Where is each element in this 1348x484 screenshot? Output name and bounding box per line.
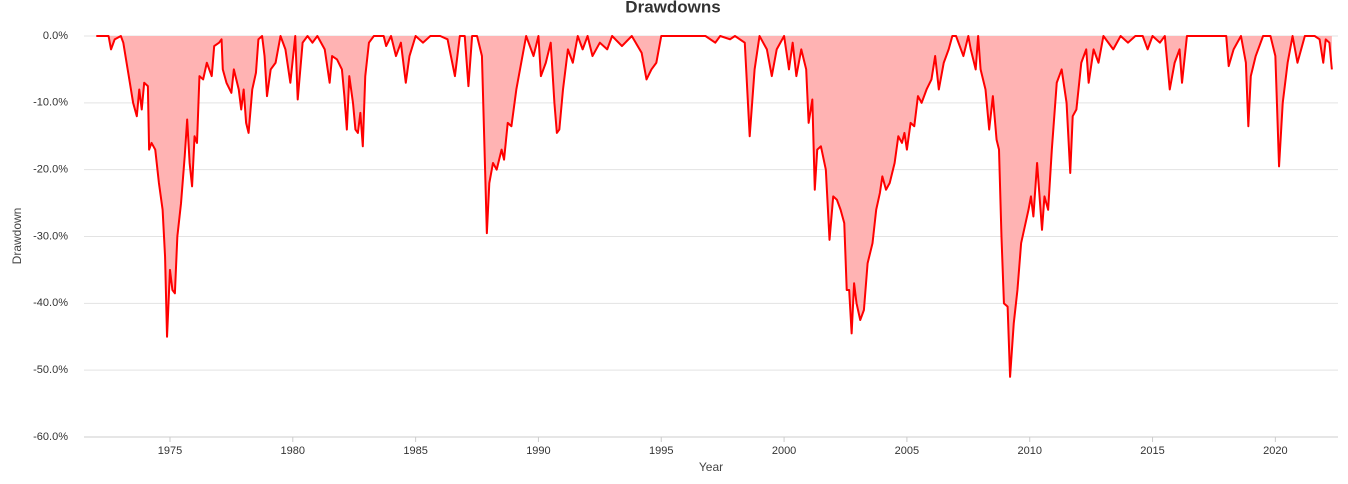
- plot-area: [96, 35, 1333, 378]
- x-tick-label: 2010: [1017, 445, 1041, 457]
- line: [96, 35, 1333, 378]
- grid: [84, 35, 1338, 438]
- x-tick-label: 2005: [895, 445, 919, 457]
- y-tick-label: 0.0%: [43, 30, 68, 42]
- y-tick-label: -10.0%: [33, 97, 68, 109]
- y-tick-label: -60.0%: [33, 431, 68, 443]
- x-tick-label: 1975: [158, 445, 182, 457]
- y-axis-label: Drawdown: [10, 208, 24, 265]
- x-tick-label: 1980: [281, 445, 305, 457]
- y-tick-label: -30.0%: [33, 230, 68, 242]
- area-fill: [96, 36, 1332, 377]
- x-tick-label: 2000: [772, 445, 796, 457]
- y-tick-label: -20.0%: [33, 164, 68, 176]
- chart-title: Drawdowns: [625, 0, 720, 16]
- x-tick-label: 1995: [649, 445, 673, 457]
- y-tick-label: -50.0%: [33, 364, 68, 376]
- x-tick-label: 1990: [526, 445, 550, 457]
- x-tick-label: 1985: [403, 445, 427, 457]
- y-tick-label: -40.0%: [33, 297, 68, 309]
- x-tick-label: 2015: [1140, 445, 1164, 457]
- x-axis-label: Year: [699, 460, 723, 474]
- x-tick-label: 2020: [1263, 445, 1287, 457]
